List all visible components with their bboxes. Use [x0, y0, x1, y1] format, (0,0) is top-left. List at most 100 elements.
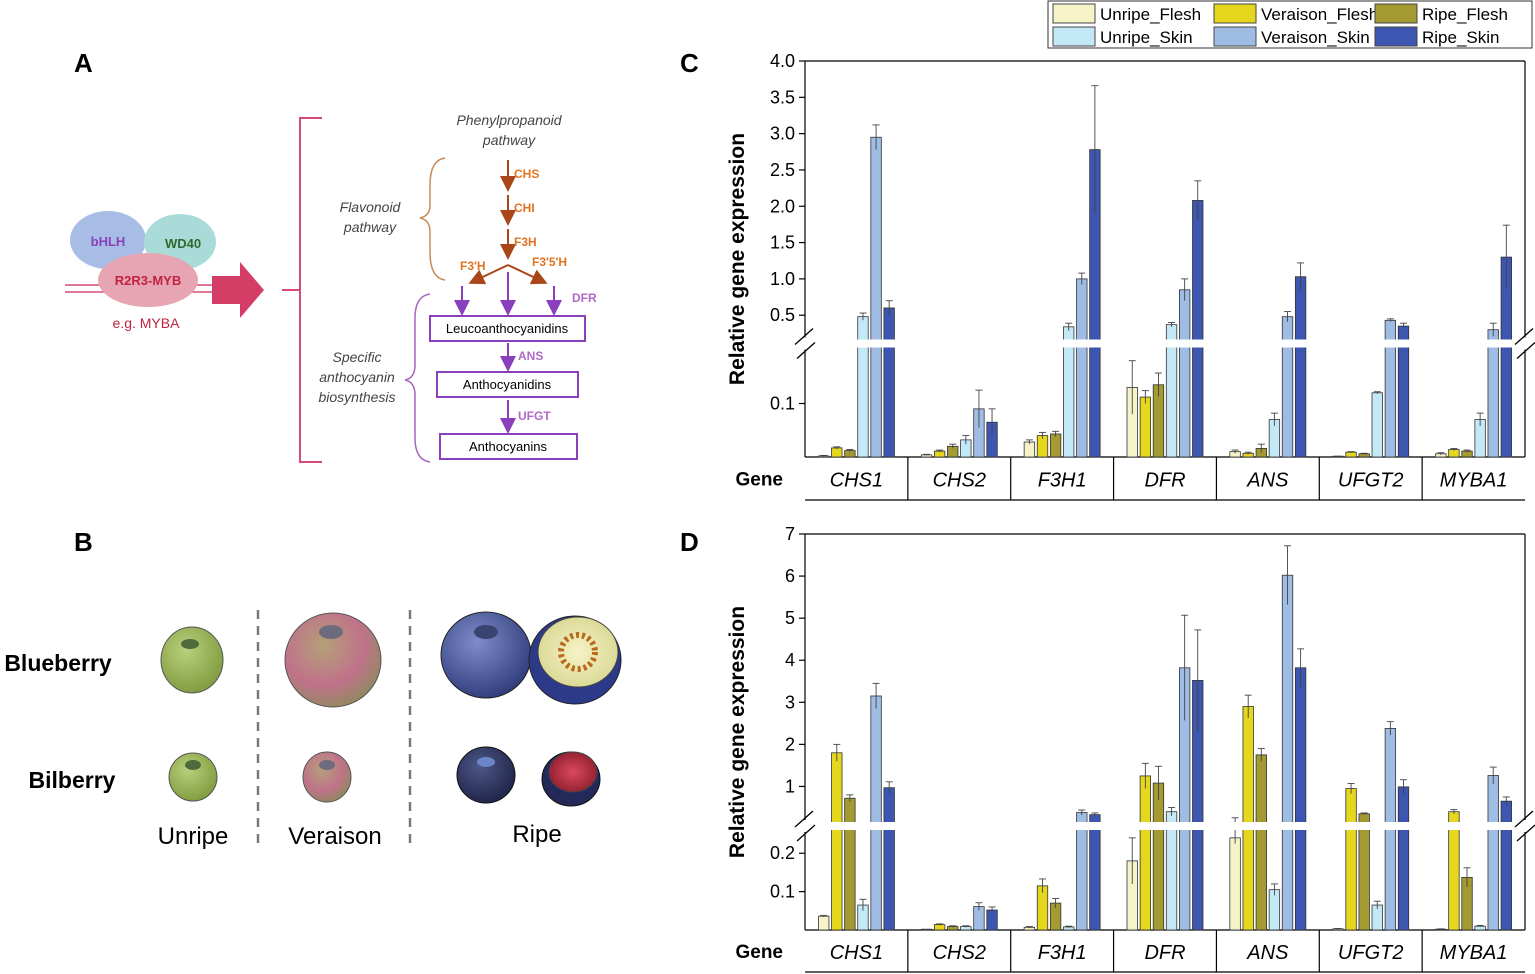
bar-c-f3h1-veraison-skin	[1076, 278, 1088, 458]
y-tick-label-c-lower-0: 0.1	[770, 394, 795, 414]
legend-label-veraison-flesh: Veraison_Flesh	[1261, 5, 1378, 24]
bar-d-chs1-ripe-skin	[883, 787, 895, 931]
y-axis-title-d: Relative gene expression	[726, 606, 749, 858]
y-tick-label-c-upper-2: 1.5	[770, 233, 795, 253]
panel-letter-d: D	[680, 527, 699, 557]
stage-label-veraison: Veraison	[288, 823, 381, 850]
gene-label-c-chs1: CHS1	[830, 470, 883, 492]
label-leucoanthocyanidins: Leucoanthocyanidins	[446, 321, 569, 336]
panel-letter-b: B	[74, 527, 93, 557]
row-label-bilberry: Bilberry	[29, 767, 116, 793]
y-tick-label-c-upper-6: 3.5	[770, 87, 795, 107]
legend-frame	[1047, 0, 1533, 49]
big-bracket	[299, 117, 322, 463]
y-tick-label-c-upper-3: 2.0	[770, 196, 795, 216]
enzyme-f3h: F3H	[514, 235, 537, 249]
bar-d-ans-ripe-flesh	[1255, 754, 1267, 931]
y-tick-label-d-upper-2: 3	[785, 692, 795, 712]
bar-d-ans-veraison-flesh	[1242, 706, 1254, 931]
bar-c-chs1-veraison-flesh	[831, 447, 843, 458]
y-tick-label-d-upper-3: 4	[785, 650, 795, 670]
bar-d-dfr-veraison-flesh	[1139, 775, 1151, 931]
enzyme-ufgt: UFGT	[518, 409, 551, 423]
panel-letter-a: A	[74, 48, 93, 78]
gene-label-c-ans: ANS	[1246, 470, 1289, 492]
box-anthocyanidins	[436, 371, 579, 398]
phenylpropanoid-label-2: pathway	[482, 132, 536, 148]
blueberry-veraison	[284, 612, 382, 708]
chart-legend: Unripe_Flesh Veraison_Flesh Ripe_Flesh Unri…	[1047, 0, 1533, 49]
gene-label-c-dfr: DFR	[1144, 470, 1185, 492]
myb-ellipse	[98, 253, 198, 307]
y-tick-label-c-upper-4: 2.5	[770, 160, 795, 180]
axis-break-mark-c-0b	[796, 342, 816, 359]
specific-bracket	[404, 293, 431, 463]
gene-label-d-chs1: CHS1	[830, 942, 883, 964]
axis-break-gap-c-1	[1513, 337, 1535, 350]
legend-swatch-unripe-skin	[1052, 26, 1096, 47]
axis-break-mark-d-0b	[796, 824, 816, 842]
chart-panel-d: 0.1 0.2 1 2 3 4 5 6 7 Relative gene expression Gen…	[726, 524, 1535, 973]
bar-c-chs1-veraison-skin	[870, 136, 882, 458]
y-tick-label-d-upper-5: 6	[785, 566, 795, 586]
bar-d-chs1-veraison-flesh	[831, 752, 843, 931]
enzyme-f35h: F3'5'H	[532, 255, 567, 269]
bar-d-chs1-veraison-skin	[870, 695, 882, 931]
y-tick-label-d-upper-4: 5	[785, 608, 795, 628]
y-tick-label-d-upper-1: 2	[785, 734, 795, 754]
bar-c-ans-veraison-skin	[1281, 316, 1294, 458]
legend-label-veraison-skin: Veraison_Skin	[1261, 28, 1370, 47]
bar-c-f3h1-unripe-flesh	[1023, 441, 1036, 458]
phenylpropanoid-label-1: Phenylpropanoid	[456, 112, 562, 128]
y-tick-label-c-upper-0: 0.5	[770, 305, 795, 325]
gene-label-c-chs2: CHS2	[933, 470, 986, 492]
bilberry-unripe	[168, 752, 218, 802]
flavonoid-bracket	[419, 157, 446, 281]
wd40-label: WD40	[165, 236, 201, 251]
bar-c-ufgt2-unripe-skin	[1371, 392, 1383, 458]
gene-label-d-dfr: DFR	[1144, 942, 1185, 964]
specific-label-3: biosynthesis	[318, 389, 395, 405]
stage-label-unripe: Unripe	[158, 823, 229, 850]
stage-label-ripe: Ripe	[512, 821, 561, 848]
box-leucoanthocyanidins	[429, 315, 586, 342]
gene-label-c-ufgt2: UFGT2	[1338, 470, 1404, 492]
gene-header-d: Gene	[735, 942, 783, 963]
specific-label-1: Specific	[332, 349, 381, 365]
bar-d-ans-ripe-skin	[1294, 667, 1307, 931]
bar-c-myba1-veraison-flesh	[1448, 449, 1460, 458]
bilberry-ripe	[456, 746, 516, 804]
bhlh-ellipse	[70, 211, 146, 269]
y-tick-label-c-upper-5: 3.0	[770, 124, 795, 144]
gene-label-d-f3h1: F3H1	[1038, 942, 1087, 964]
y-tick-label-d-upper-6: 7	[785, 524, 795, 544]
gene-label-d-ans: ANS	[1246, 942, 1289, 964]
legend-label-unripe-flesh: Unripe_Flesh	[1100, 5, 1201, 24]
blueberry-ripe	[440, 611, 532, 699]
enzyme-chs: CHS	[514, 167, 539, 181]
axis-break-mark-d-1a	[1514, 810, 1534, 828]
axis-break-mark-d-0a	[794, 810, 814, 828]
legend-label-unripe-skin: Unripe_Skin	[1100, 28, 1193, 47]
bar-d-ufgt2-ripe-skin	[1397, 786, 1410, 931]
bar-c-myba1-veraison-skin	[1487, 329, 1499, 458]
bar-c-chs1-ripe-skin	[883, 307, 895, 458]
bar-d-f3h1-ripe-skin	[1089, 814, 1101, 931]
axis-break-gap-d-1	[1513, 820, 1535, 832]
gene-header-c: Gene	[735, 470, 783, 491]
gene-label-d-ufgt2: UFGT2	[1338, 942, 1404, 964]
bar-d-ans-unripe-skin	[1268, 889, 1281, 931]
bar-c-ans-ripe-skin	[1294, 276, 1307, 458]
flavonoid-label-1: Flavonoid	[340, 199, 402, 215]
gene-label-d-chs2: CHS2	[933, 942, 986, 964]
label-anthocyanins: Anthocyanins	[469, 439, 548, 454]
bar-d-ufgt2-veraison-flesh	[1345, 788, 1357, 931]
bar-c-f3h1-ripe-flesh	[1049, 433, 1062, 458]
y-axis-title-c: Relative gene expression	[726, 133, 749, 385]
enzyme-chi: CHI	[514, 201, 535, 215]
legend-swatch-unripe-flesh	[1052, 3, 1096, 24]
axis-break-mark-d-1b	[1516, 824, 1535, 842]
specific-label-2: anthocyanin	[319, 369, 395, 385]
enzyme-f3ph: F3'H	[460, 259, 486, 273]
